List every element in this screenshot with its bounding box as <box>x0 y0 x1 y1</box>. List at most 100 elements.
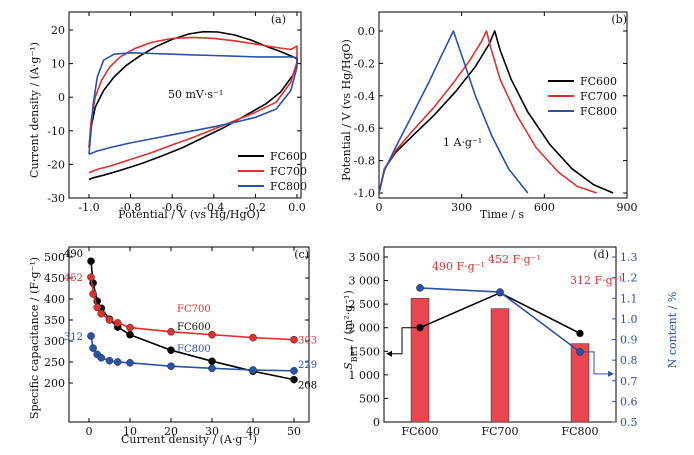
panel-d-xtick-label: FC700 <box>481 425 518 438</box>
panel-d-ylabel-sub: BET <box>350 344 359 362</box>
panel-d-sbet-point <box>416 324 424 332</box>
panel-d-ncontent-arrowhead <box>608 370 614 377</box>
panel-c-xtick-label: 40 <box>246 425 260 438</box>
panel-d-bar-fc800 <box>570 343 590 423</box>
panel-c-point-fc600 <box>208 357 216 366</box>
panel-d-right-ytick-label: 0.5 <box>620 416 638 429</box>
panel-c-end-value: 303 <box>298 336 317 347</box>
panel-a-frame <box>68 11 302 199</box>
panel-b-legend-label: FC700 <box>580 90 617 103</box>
panel-d-right-ytick-label: 0.9 <box>620 334 638 347</box>
panel-d-sbet-arrowhead <box>386 350 392 357</box>
panel-c-frame <box>68 246 310 423</box>
panel-c-point-fc700 <box>249 333 257 342</box>
panel-c-point-fc600 <box>290 375 298 384</box>
panel-d-ylabel-left: SBET / (m²·g⁻¹) <box>342 290 359 370</box>
panel-d-bar-fc600 <box>410 298 430 423</box>
panel-b-gcd-chart: Potential / V (vs Hg/HgO) Time / s (b) 1… <box>340 13 627 221</box>
panel-d-right-ytick-label: 1.1 <box>620 292 638 305</box>
panel-b-current-label: 1 A·g⁻¹ <box>443 136 482 149</box>
panel-c-ytick-label: 400 <box>44 293 65 306</box>
panel-c-rate-chart: Specific capacitance / (F·g⁻¹) Current d… <box>28 248 309 446</box>
panel-a-ytick-label: 0 <box>58 91 65 104</box>
chart-marks: -1.0 -0.8 -0.6 -0.4 -0.2 0.0 -30 -20 -10 0 10 20 FC6… <box>44 11 638 438</box>
panel-c-point-fc700 <box>208 330 216 339</box>
panel-c-end-value: 208 <box>298 381 317 392</box>
panel-d-left-ytick-label: 500 <box>359 392 380 405</box>
panel-a-ylabel: Current density / (A·g⁻¹) <box>28 42 41 178</box>
panel-b-xtick-label: 300 <box>451 201 472 214</box>
panel-b-ytick-label: -0.4 <box>354 90 375 103</box>
panel-c-point-fc800 <box>249 366 257 374</box>
panel-c-series-label-fc700: FC700 <box>177 304 211 315</box>
panel-a-cv-chart: Current density / (A·g⁻¹) Potential / V … <box>28 13 286 221</box>
panel-a-ytick-label: -30 <box>47 192 65 205</box>
panel-a-xtick-label: -0.6 <box>162 201 183 214</box>
panel-b-tag: (b) <box>611 13 627 26</box>
panel-d-right-ytick-label: 1.2 <box>620 272 638 285</box>
panel-a-xtick-label: -1.0 <box>78 201 99 214</box>
panel-c-xtick-label: 20 <box>164 425 178 438</box>
panel-c-tag: (c) <box>294 248 309 261</box>
panel-d-ncontent-point <box>496 288 504 296</box>
panel-d-left-ytick-label: 2 500 <box>349 298 381 311</box>
panel-b-curve-fc600 <box>378 30 614 194</box>
panel-c-series-label-fc800: FC800 <box>177 344 211 355</box>
panel-c-point-fc800 <box>113 358 122 366</box>
panel-a-ytick-label: -10 <box>47 125 65 138</box>
panel-d-left-ytick-label: 2 000 <box>349 322 381 335</box>
panel-d-bar-chart: SBET / (m²·g⁻¹) N content / % (d) <box>342 248 679 370</box>
panel-c-point-fc700 <box>126 323 134 332</box>
panel-c-ylabel: Specific capacitance / (F·g⁻¹) <box>28 257 41 419</box>
panel-d-right-ytick-label: 0.7 <box>620 375 638 388</box>
panel-c-ytick-label: 450 <box>44 272 65 285</box>
panel-c-point-fc600 <box>126 330 134 339</box>
panel-d-capacitance-label: 490 F·g⁻¹ <box>432 260 485 273</box>
panel-a-xtick-label: -0.4 <box>203 201 224 214</box>
panel-d-ncontent-point <box>576 348 584 356</box>
panel-a-curve-fc600 <box>88 30 298 181</box>
panel-d-right-ytick-label: 0.8 <box>620 354 638 367</box>
panel-d-xtick-label: FC800 <box>561 425 598 438</box>
panel-a-curve-fc700 <box>88 36 298 174</box>
panel-c-point-fc700 <box>97 309 106 318</box>
panel-d-left-ytick-label: 1 500 <box>349 345 381 358</box>
panel-c-point-fc600 <box>167 346 175 355</box>
panel-a-ytick-label: 10 <box>51 58 65 71</box>
panel-c-point-fc700 <box>167 327 175 336</box>
panel-a-curve-fc800 <box>88 51 298 156</box>
panel-c-ytick-label: 500 <box>44 251 65 264</box>
panel-c-point-fc700 <box>113 319 122 327</box>
panel-a-legend-label: FC600 <box>270 150 307 163</box>
panel-d-sbet-point <box>576 329 584 337</box>
panel-c-end-value: 229 <box>298 360 317 371</box>
panel-c-xtick-label: 0 <box>86 425 93 438</box>
panel-b-legend-label: FC800 <box>580 105 617 118</box>
panel-d-left-ytick-label: 3 000 <box>349 275 381 288</box>
panel-c-ytick-label: 300 <box>44 335 65 348</box>
panel-c-point-fc800 <box>167 362 175 371</box>
panel-a-xtick-label: 0.0 <box>288 201 306 214</box>
panel-d-xtick-label: FC600 <box>401 425 438 438</box>
panel-d-ncontent-point <box>416 284 424 292</box>
panel-c-xtick-label: 50 <box>287 425 301 438</box>
panel-c-point-fc800 <box>290 366 298 375</box>
panel-a-xtick-label: -0.8 <box>120 201 141 214</box>
panel-c-point-fc800 <box>97 353 106 362</box>
panel-b-ytick-label: -0.6 <box>354 122 375 135</box>
panel-b-ytick-label: -0.8 <box>354 155 375 168</box>
panel-b-ytick-label: -1.0 <box>354 187 375 200</box>
panel-a-ytick-label: -20 <box>47 158 65 171</box>
panel-d-tag: (d) <box>593 248 609 261</box>
panel-c-series-label-fc600: FC600 <box>177 322 211 333</box>
panel-c-point-fc700 <box>89 290 97 298</box>
panel-c-point-fc800 <box>126 358 134 367</box>
panel-d-ncontent-arrow <box>584 351 612 375</box>
panel-c-start-value: 312 <box>64 332 83 343</box>
panel-a-scan-rate: 50 mV·s⁻¹ <box>168 88 223 101</box>
panel-a-ytick-label: 20 <box>51 24 65 37</box>
panel-c-point-fc700 <box>105 316 114 324</box>
panel-d-right-ytick-label: 1.0 <box>620 313 638 326</box>
panel-b-ytick-label: 0.0 <box>358 25 376 38</box>
panel-d-ylabel-s: S <box>342 362 355 370</box>
